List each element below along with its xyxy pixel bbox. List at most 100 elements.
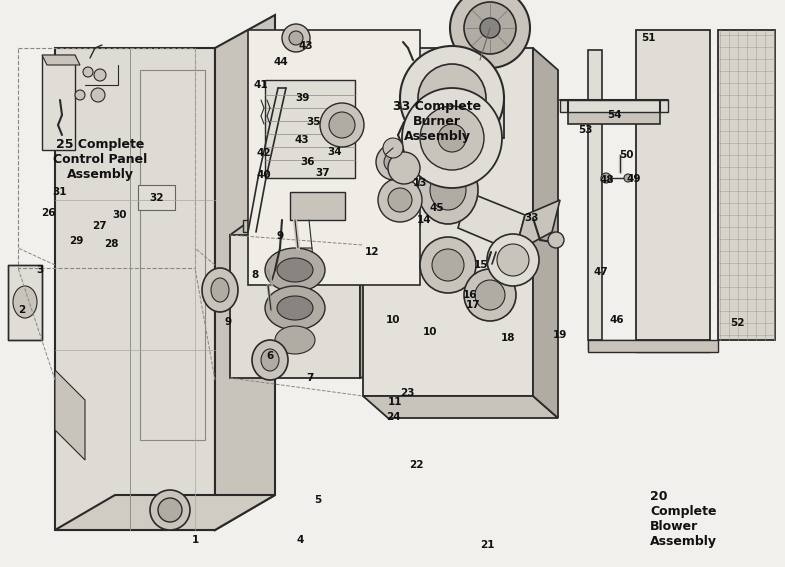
- Polygon shape: [440, 200, 458, 208]
- Text: 9: 9: [225, 317, 232, 327]
- Polygon shape: [568, 112, 660, 124]
- Polygon shape: [400, 98, 504, 138]
- Polygon shape: [248, 30, 420, 285]
- Polygon shape: [533, 48, 558, 418]
- Ellipse shape: [420, 237, 476, 293]
- Text: 37: 37: [316, 168, 330, 178]
- Polygon shape: [296, 248, 314, 270]
- Ellipse shape: [430, 170, 466, 210]
- Ellipse shape: [464, 269, 516, 321]
- Polygon shape: [278, 55, 322, 80]
- Text: 6: 6: [266, 351, 274, 361]
- Polygon shape: [140, 70, 205, 440]
- Ellipse shape: [418, 156, 478, 224]
- Ellipse shape: [277, 296, 313, 320]
- Circle shape: [420, 106, 484, 170]
- Polygon shape: [258, 88, 286, 178]
- Polygon shape: [363, 48, 533, 396]
- Text: 42: 42: [257, 148, 272, 158]
- Text: 35: 35: [307, 117, 321, 127]
- Circle shape: [83, 67, 93, 77]
- Text: 48: 48: [600, 175, 615, 185]
- Text: 9: 9: [276, 231, 283, 241]
- Text: 8: 8: [251, 270, 258, 280]
- Polygon shape: [588, 50, 602, 340]
- Text: 49: 49: [626, 174, 641, 184]
- Text: 18: 18: [501, 333, 515, 343]
- Text: 22: 22: [409, 460, 423, 470]
- Ellipse shape: [265, 286, 325, 330]
- Ellipse shape: [475, 280, 505, 310]
- Ellipse shape: [376, 144, 412, 180]
- Polygon shape: [55, 495, 275, 530]
- Circle shape: [329, 112, 355, 138]
- Circle shape: [464, 2, 516, 54]
- Text: 53: 53: [578, 125, 592, 135]
- Polygon shape: [278, 55, 318, 88]
- Text: 2: 2: [18, 305, 26, 315]
- Text: 50: 50: [619, 150, 633, 160]
- Text: 39: 39: [296, 93, 310, 103]
- Text: 19: 19: [553, 330, 568, 340]
- Polygon shape: [8, 265, 42, 340]
- Text: 54: 54: [607, 110, 621, 120]
- Text: 24: 24: [385, 412, 400, 422]
- Text: 1: 1: [192, 535, 199, 545]
- Ellipse shape: [383, 138, 403, 158]
- Text: 32: 32: [150, 193, 164, 203]
- Ellipse shape: [252, 340, 288, 380]
- Polygon shape: [248, 178, 266, 232]
- Circle shape: [624, 174, 632, 182]
- Ellipse shape: [261, 349, 279, 371]
- Circle shape: [601, 173, 611, 183]
- Polygon shape: [515, 200, 560, 252]
- Circle shape: [450, 0, 530, 68]
- Polygon shape: [395, 148, 448, 178]
- Text: 23: 23: [400, 388, 414, 398]
- Circle shape: [497, 244, 529, 276]
- Text: 20
Complete
Blower
Assembly: 20 Complete Blower Assembly: [650, 490, 717, 548]
- Circle shape: [91, 88, 105, 102]
- Ellipse shape: [432, 249, 464, 281]
- Polygon shape: [243, 220, 262, 232]
- Text: 51: 51: [641, 33, 655, 43]
- Text: 36: 36: [301, 157, 316, 167]
- Text: 16: 16: [462, 290, 477, 300]
- Text: 52: 52: [730, 318, 744, 328]
- Ellipse shape: [378, 178, 422, 222]
- Polygon shape: [360, 212, 392, 378]
- Text: 44: 44: [274, 57, 288, 67]
- Polygon shape: [290, 192, 345, 220]
- Ellipse shape: [13, 286, 37, 318]
- Circle shape: [418, 64, 486, 132]
- Text: 26: 26: [41, 208, 55, 218]
- Circle shape: [438, 124, 466, 152]
- Circle shape: [402, 88, 502, 188]
- Text: 31: 31: [53, 187, 68, 197]
- Text: 27: 27: [92, 221, 106, 231]
- Polygon shape: [588, 340, 718, 352]
- Polygon shape: [42, 55, 75, 150]
- Circle shape: [480, 18, 500, 38]
- Ellipse shape: [211, 278, 229, 302]
- Circle shape: [548, 232, 564, 248]
- Text: 11: 11: [388, 397, 402, 407]
- Text: 10: 10: [423, 327, 437, 337]
- Text: 14: 14: [417, 215, 431, 225]
- Text: 43: 43: [298, 41, 313, 51]
- Polygon shape: [215, 15, 275, 530]
- Ellipse shape: [388, 152, 420, 184]
- Polygon shape: [636, 30, 710, 340]
- Text: 30: 30: [113, 210, 127, 220]
- Polygon shape: [55, 48, 215, 530]
- Circle shape: [320, 103, 364, 147]
- Text: 46: 46: [610, 315, 624, 325]
- Circle shape: [487, 234, 539, 286]
- Text: 3: 3: [36, 265, 44, 275]
- Circle shape: [282, 24, 310, 52]
- Text: 15: 15: [474, 260, 488, 270]
- Text: 33 Complete
Burner
Assembly: 33 Complete Burner Assembly: [393, 100, 481, 143]
- Circle shape: [158, 498, 182, 522]
- Text: 41: 41: [254, 80, 268, 90]
- Ellipse shape: [277, 258, 313, 282]
